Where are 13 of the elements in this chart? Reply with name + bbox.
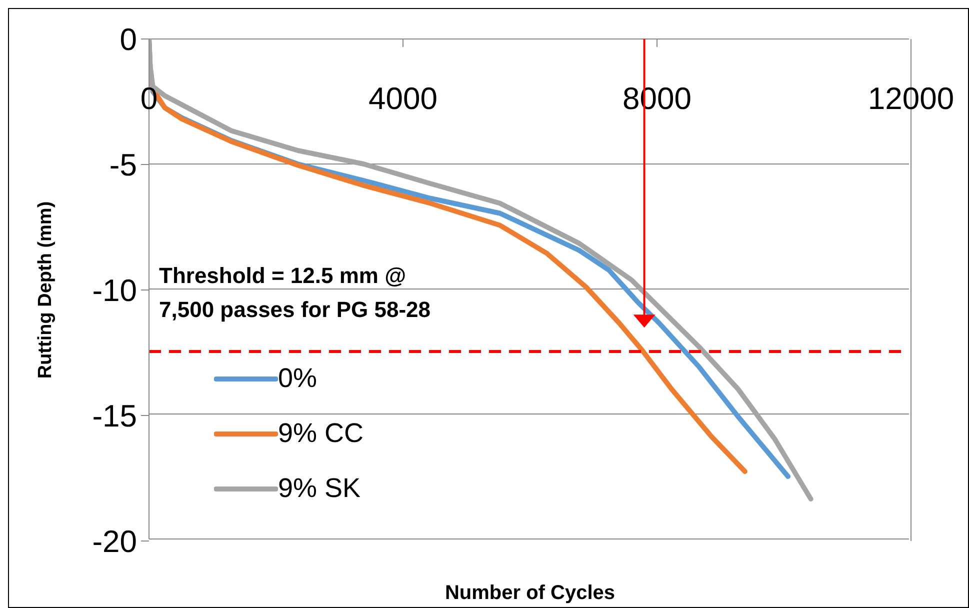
legend-label: 9% CC bbox=[278, 418, 364, 449]
x-axis-title: Number of Cycles bbox=[444, 582, 616, 604]
annotation: Threshold = 12.5 mm @ 7,500 passes for PG 58-28 bbox=[159, 262, 430, 322]
y-tick-label: -10 bbox=[92, 273, 137, 308]
y-axis-title: Rutting Depth (mm) bbox=[35, 201, 56, 379]
y-tick-label: -15 bbox=[92, 398, 137, 434]
y-tick-label: -20 bbox=[92, 524, 137, 559]
y-tick-label: 0 bbox=[120, 22, 137, 57]
y-tick-label: -5 bbox=[109, 148, 137, 182]
legend-label: 0% bbox=[278, 363, 318, 394]
x-tick-label: 12000 bbox=[868, 81, 954, 116]
x-tick-label: 4000 bbox=[368, 81, 438, 116]
legend-label: 9% SK bbox=[278, 473, 361, 504]
